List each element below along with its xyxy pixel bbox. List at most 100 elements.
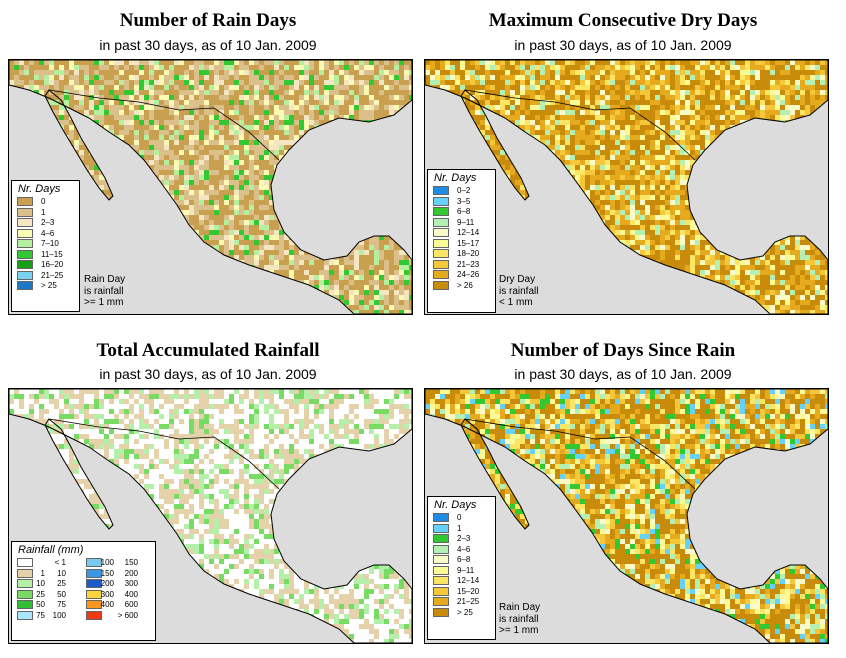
national-border <box>464 89 696 161</box>
legend-label: 15–17 <box>457 238 480 248</box>
legend-item: 3–5 <box>428 196 495 208</box>
legend-label: 4–6 <box>457 544 471 554</box>
legend-swatch <box>433 259 449 269</box>
legend-range-low: 200 <box>100 579 114 588</box>
legend-swatch <box>17 600 33 609</box>
legend-range-high: 75 <box>57 600 66 609</box>
legend-label: 6–8 <box>457 555 471 564</box>
legend-swatch <box>433 280 449 290</box>
legend-label: 4–6 <box>41 228 55 238</box>
legend-swatch <box>433 513 449 522</box>
legend-item: 0 <box>12 197 79 208</box>
legend-swatch <box>17 281 33 290</box>
legend-range-low: 300 <box>100 589 114 599</box>
legend-label: 21–25 <box>457 597 480 606</box>
legend-swatch <box>433 186 449 195</box>
legend-range-low: 10 <box>36 579 45 588</box>
legend-row: 1 10 150 200 <box>12 568 155 580</box>
legend-label: 2–3 <box>457 534 471 543</box>
legend-range-high: 50 <box>57 589 66 599</box>
legend-range-high: 600 <box>124 600 138 609</box>
legend-swatch <box>17 270 33 280</box>
legend-range-high: 300 <box>124 579 138 588</box>
national-border <box>48 89 280 161</box>
legend-range-high: 25 <box>57 579 66 588</box>
panel1-title: Number of Rain Days <box>119 10 297 31</box>
legend-item: > 26 <box>428 280 495 292</box>
note-line: is rainfall <box>499 613 539 625</box>
legend-swatch <box>433 228 449 237</box>
legend-range-high: 150 <box>124 558 138 567</box>
legend-swatch <box>433 217 449 227</box>
legend-row: < 1 100 150 <box>12 558 155 569</box>
legend-swatch <box>433 597 449 606</box>
legend-title: Nr. Days <box>434 499 477 511</box>
legend-item: 0 <box>428 513 495 524</box>
coastline <box>460 418 530 530</box>
legend-item: 11–15 <box>12 249 79 261</box>
legend-swatch <box>17 249 33 259</box>
legend-range-high: 200 <box>124 568 138 578</box>
national-border <box>48 418 280 490</box>
note-line: >= 1 mm <box>84 297 124 308</box>
legend-item: 1 <box>12 207 79 219</box>
note-line: Dry Day <box>499 274 536 285</box>
legend-range-low: 1 <box>40 568 45 578</box>
legend-item: 21–23 <box>428 259 495 271</box>
legend-item: 9–11 <box>428 217 495 229</box>
coastline <box>460 89 530 201</box>
legend-item: 7–10 <box>12 239 79 250</box>
legend-swatch <box>433 544 449 554</box>
legend-label: > 26 <box>457 280 473 290</box>
legend-label: 3–5 <box>457 196 471 206</box>
legend-swatch <box>433 196 449 206</box>
legend-item: 12–14 <box>428 576 495 587</box>
panel3-title: Total Accumulated Rainfall <box>96 340 320 361</box>
legend-item: 6–8 <box>428 555 495 566</box>
legend-swatch <box>433 207 449 216</box>
coastline <box>425 389 828 643</box>
legend-days-since-rain: Nr. Days 0 1 2–3 4–6 6–8 9–11 12–14 15–20 21–25 >… <box>427 496 496 640</box>
legend-swatch <box>86 579 102 588</box>
legend-swatch <box>86 589 102 599</box>
note-line: Rain Day <box>84 274 126 285</box>
legend-range-high: 100 <box>52 610 66 620</box>
legend-swatch <box>17 239 33 248</box>
legend-item: 9–11 <box>428 565 495 577</box>
legend-item: > 25 <box>12 281 79 292</box>
legend-range-low: 100 <box>100 558 114 567</box>
legend-swatch <box>433 534 449 543</box>
coastline <box>9 389 412 643</box>
legend-label: 21–23 <box>457 259 480 269</box>
legend-label: 12–14 <box>457 576 480 585</box>
legend-title: Rainfall (mm) <box>18 544 84 556</box>
legend-range-low: 150 <box>100 568 114 578</box>
legend-swatch <box>17 197 33 206</box>
legend-label: > 25 <box>457 607 473 617</box>
legend-row: 10 25 200 300 <box>12 579 155 590</box>
legend-range-low: 400 <box>100 600 114 609</box>
legend-swatch <box>17 558 33 567</box>
legend-swatch <box>17 228 33 238</box>
national-border <box>464 418 696 490</box>
legend-item: 6–8 <box>428 207 495 218</box>
legend-label: 1 <box>457 523 462 533</box>
legend-swatch <box>433 607 449 617</box>
legend-dry-days: Nr. Days 0–2 3–5 6–8 9–11 12–14 15–17 18–20 21–… <box>427 169 496 313</box>
coastline <box>44 418 114 530</box>
legend-item: 15–17 <box>428 238 495 250</box>
legend-label: 18–20 <box>457 249 480 258</box>
legend-label: 0 <box>457 513 462 522</box>
legend-range-high: > 600 <box>117 610 138 620</box>
legend-range-low: 50 <box>36 600 45 609</box>
legend-label: 0–2 <box>457 186 471 195</box>
legend-row: 25 50 300 400 <box>12 589 155 601</box>
legend-swatch <box>86 558 102 567</box>
panel3-subtitle: in past 30 days, as of 10 Jan. 2009 <box>99 366 317 382</box>
legend-swatch <box>433 586 449 596</box>
note-line: >= 1 mm <box>499 625 539 636</box>
legend-swatch <box>433 565 449 575</box>
legend-item: 21–25 <box>12 270 79 282</box>
panel4-title: Number of Days Since Rain <box>510 340 736 361</box>
legend-label: 21–25 <box>41 270 64 280</box>
